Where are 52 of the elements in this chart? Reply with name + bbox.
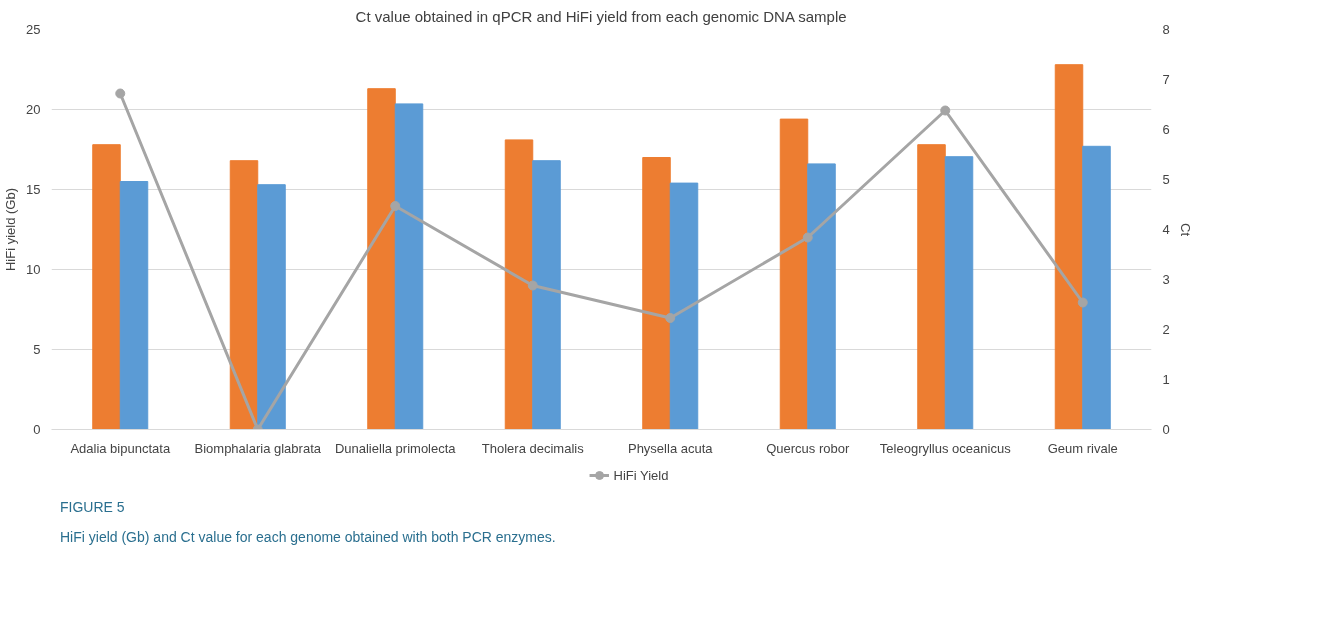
point — [390, 201, 401, 211]
y2-tick-label: 4 — [1162, 222, 1170, 237]
bar — [532, 160, 561, 430]
y2-tick-label: 5 — [1162, 172, 1170, 187]
bar — [119, 181, 149, 430]
bar — [1082, 145, 1111, 430]
bar — [669, 182, 699, 430]
bar — [394, 103, 424, 430]
y-tick-label: 20 — [26, 102, 41, 117]
bar — [642, 157, 671, 430]
y-axis-title: HiFi yield (Gb) — [3, 187, 19, 272]
bar — [807, 163, 836, 430]
bar — [367, 88, 396, 430]
bar — [257, 184, 286, 430]
y-tick-label: 15 — [26, 182, 41, 197]
x-tick-label: Teleogryllus oceanicus — [879, 440, 1012, 456]
point — [802, 232, 813, 243]
text: HiFi yield (Gb) and Ct value for each genome obtained with both PCR enzymes. — [60, 528, 556, 547]
y2-tick-label: 6 — [1162, 122, 1170, 137]
y2-tick-label: 2 — [1162, 322, 1170, 337]
point — [1077, 297, 1088, 308]
y2-axis-title: Ct — [1177, 223, 1193, 237]
x-tick-label: Adalia bipunctata — [70, 440, 171, 456]
point — [527, 280, 538, 291]
x-tick-label: Tholera decimalis — [481, 440, 585, 456]
bar — [917, 144, 946, 430]
bar — [229, 160, 259, 430]
x-tick-label: Physella acuta — [627, 440, 714, 456]
bar — [504, 139, 534, 430]
x-tick-label: Dunaliella primolecta — [334, 440, 457, 456]
y2-tick-label: 3 — [1162, 272, 1170, 287]
point — [940, 105, 951, 116]
y2-tick-label: 1 — [1162, 372, 1170, 387]
y2-tick-label: 8 — [1162, 22, 1170, 37]
chart-title: Ct value obtained in qPCR and HiFi yield from each genomic DNA sample — [355, 7, 847, 25]
point — [115, 88, 126, 99]
y-tick-label: 25 — [26, 22, 41, 37]
x-tick-label: Quercus robor — [766, 440, 850, 456]
bar — [779, 118, 809, 430]
y-tick-label: 10 — [26, 262, 41, 277]
y-tick-label: 0 — [33, 422, 41, 437]
bar — [92, 144, 121, 430]
bar — [1054, 64, 1084, 430]
legend-label: HiFi Yield — [613, 467, 669, 483]
caption: FIGURE 5 — [60, 498, 125, 517]
point — [665, 313, 676, 323]
x-tick-label: Geum rivale — [1047, 440, 1118, 456]
y2-tick-label: 0 — [1162, 422, 1170, 437]
y2-tick-label: 7 — [1162, 72, 1170, 87]
x-tick-label: Biomphalaria glabrata — [194, 440, 322, 456]
y-tick-label: 5 — [33, 342, 41, 357]
bar — [944, 156, 974, 430]
